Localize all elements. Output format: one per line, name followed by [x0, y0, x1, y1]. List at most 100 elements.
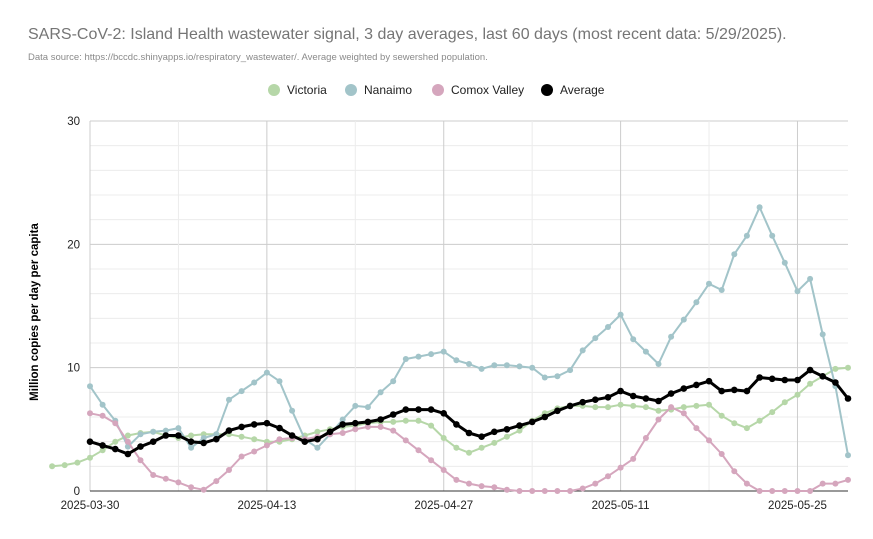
data-point [478, 444, 485, 451]
data-point [150, 472, 157, 478]
data-point [541, 488, 548, 494]
data-point [314, 428, 321, 435]
data-point [74, 459, 81, 466]
data-point [402, 437, 409, 444]
data-point [794, 376, 801, 384]
legend-marker [541, 84, 553, 96]
data-point [781, 399, 788, 406]
data-point [440, 348, 447, 355]
data-point [288, 432, 296, 439]
legend-label: Comox Valley [451, 83, 524, 97]
data-point [756, 204, 763, 211]
data-point [150, 428, 157, 435]
data-point [137, 443, 144, 450]
data-point [605, 324, 611, 330]
data-point [276, 424, 283, 432]
y-axis-label: Million copies per day per capita [29, 223, 41, 401]
data-point [326, 428, 334, 436]
data-point [112, 420, 119, 427]
data-point [213, 435, 220, 443]
y-tick-label: 30 [67, 116, 80, 128]
data-point [175, 432, 182, 439]
data-point [617, 464, 624, 471]
data-point [377, 423, 384, 430]
y-tick-label: 10 [67, 363, 80, 375]
data-point [566, 402, 574, 410]
data-point [415, 447, 422, 454]
data-point [629, 392, 637, 400]
data-point [188, 444, 195, 451]
data-point [402, 406, 410, 413]
data-point [402, 356, 409, 362]
data-point [453, 421, 460, 428]
data-point [743, 387, 751, 395]
data-point [61, 462, 68, 469]
data-point [769, 488, 776, 494]
data-point [516, 427, 523, 434]
data-point [87, 410, 93, 417]
data-point [706, 401, 712, 408]
data-point [352, 419, 359, 427]
data-point [516, 363, 523, 370]
data-point [440, 435, 447, 441]
data-point [832, 480, 839, 487]
data-point [781, 376, 789, 384]
data-point [276, 378, 283, 385]
legend-marker [345, 84, 357, 96]
data-point [680, 404, 687, 411]
data-point [402, 417, 409, 424]
data-point [478, 483, 485, 490]
data-point [99, 412, 106, 419]
data-point [743, 480, 750, 487]
data-point [390, 427, 397, 434]
data-point [99, 442, 106, 449]
data-point [592, 335, 599, 342]
data-point [251, 379, 258, 386]
data-point [149, 438, 157, 446]
data-point [465, 429, 473, 437]
data-point [604, 394, 612, 401]
data-point [731, 251, 738, 258]
data-point [693, 425, 700, 432]
legend-marker [268, 84, 280, 96]
data-point [655, 397, 662, 405]
data-point [339, 421, 347, 428]
data-point [124, 432, 131, 439]
legend-marker [432, 84, 444, 96]
data-point [756, 374, 763, 381]
data-point [187, 438, 195, 446]
data-point [794, 288, 801, 295]
data-point [807, 380, 814, 387]
data-point [415, 406, 422, 413]
data-point [213, 431, 220, 438]
data-point [516, 422, 523, 429]
data-point [415, 417, 422, 424]
data-point [655, 407, 662, 414]
legend-item: Victoria [268, 83, 327, 97]
data-point [112, 445, 119, 453]
data-point [427, 406, 435, 413]
data-point [99, 401, 106, 408]
data-point [845, 476, 851, 483]
data-point [440, 467, 447, 473]
data-point [478, 365, 485, 372]
data-point [251, 436, 258, 443]
data-point [781, 259, 788, 266]
data-point [491, 484, 498, 491]
y-tick-label: 20 [67, 239, 80, 251]
data-point [718, 412, 725, 419]
data-point [680, 385, 688, 392]
data-point [99, 447, 106, 454]
data-point [466, 480, 472, 487]
data-point [756, 488, 763, 494]
data-point [592, 396, 599, 404]
data-point [200, 486, 207, 493]
data-point [642, 435, 649, 441]
axes: 0 10 20 30 2025-03-30 2025-04-13 2025-04-27 202… [61, 116, 848, 512]
data-point [389, 411, 397, 418]
data-point [592, 404, 599, 411]
data-point [642, 395, 650, 402]
x-tick-label: 2025-04-27 [414, 500, 473, 512]
series-line [89, 406, 849, 492]
data-point [807, 275, 814, 282]
